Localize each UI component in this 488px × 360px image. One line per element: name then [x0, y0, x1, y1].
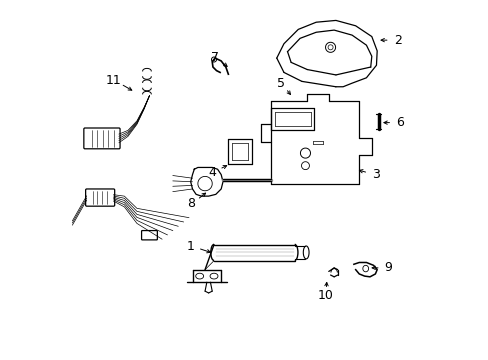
Text: 11: 11 — [106, 74, 122, 87]
Text: 4: 4 — [208, 166, 216, 179]
Text: 7: 7 — [211, 51, 219, 64]
Text: 9: 9 — [384, 261, 392, 274]
Text: 1: 1 — [186, 240, 194, 253]
Text: 3: 3 — [371, 168, 379, 181]
Text: 6: 6 — [395, 116, 403, 129]
Text: 5: 5 — [276, 77, 284, 90]
Text: 2: 2 — [393, 33, 401, 47]
Text: 10: 10 — [317, 289, 333, 302]
Text: 8: 8 — [186, 197, 195, 210]
